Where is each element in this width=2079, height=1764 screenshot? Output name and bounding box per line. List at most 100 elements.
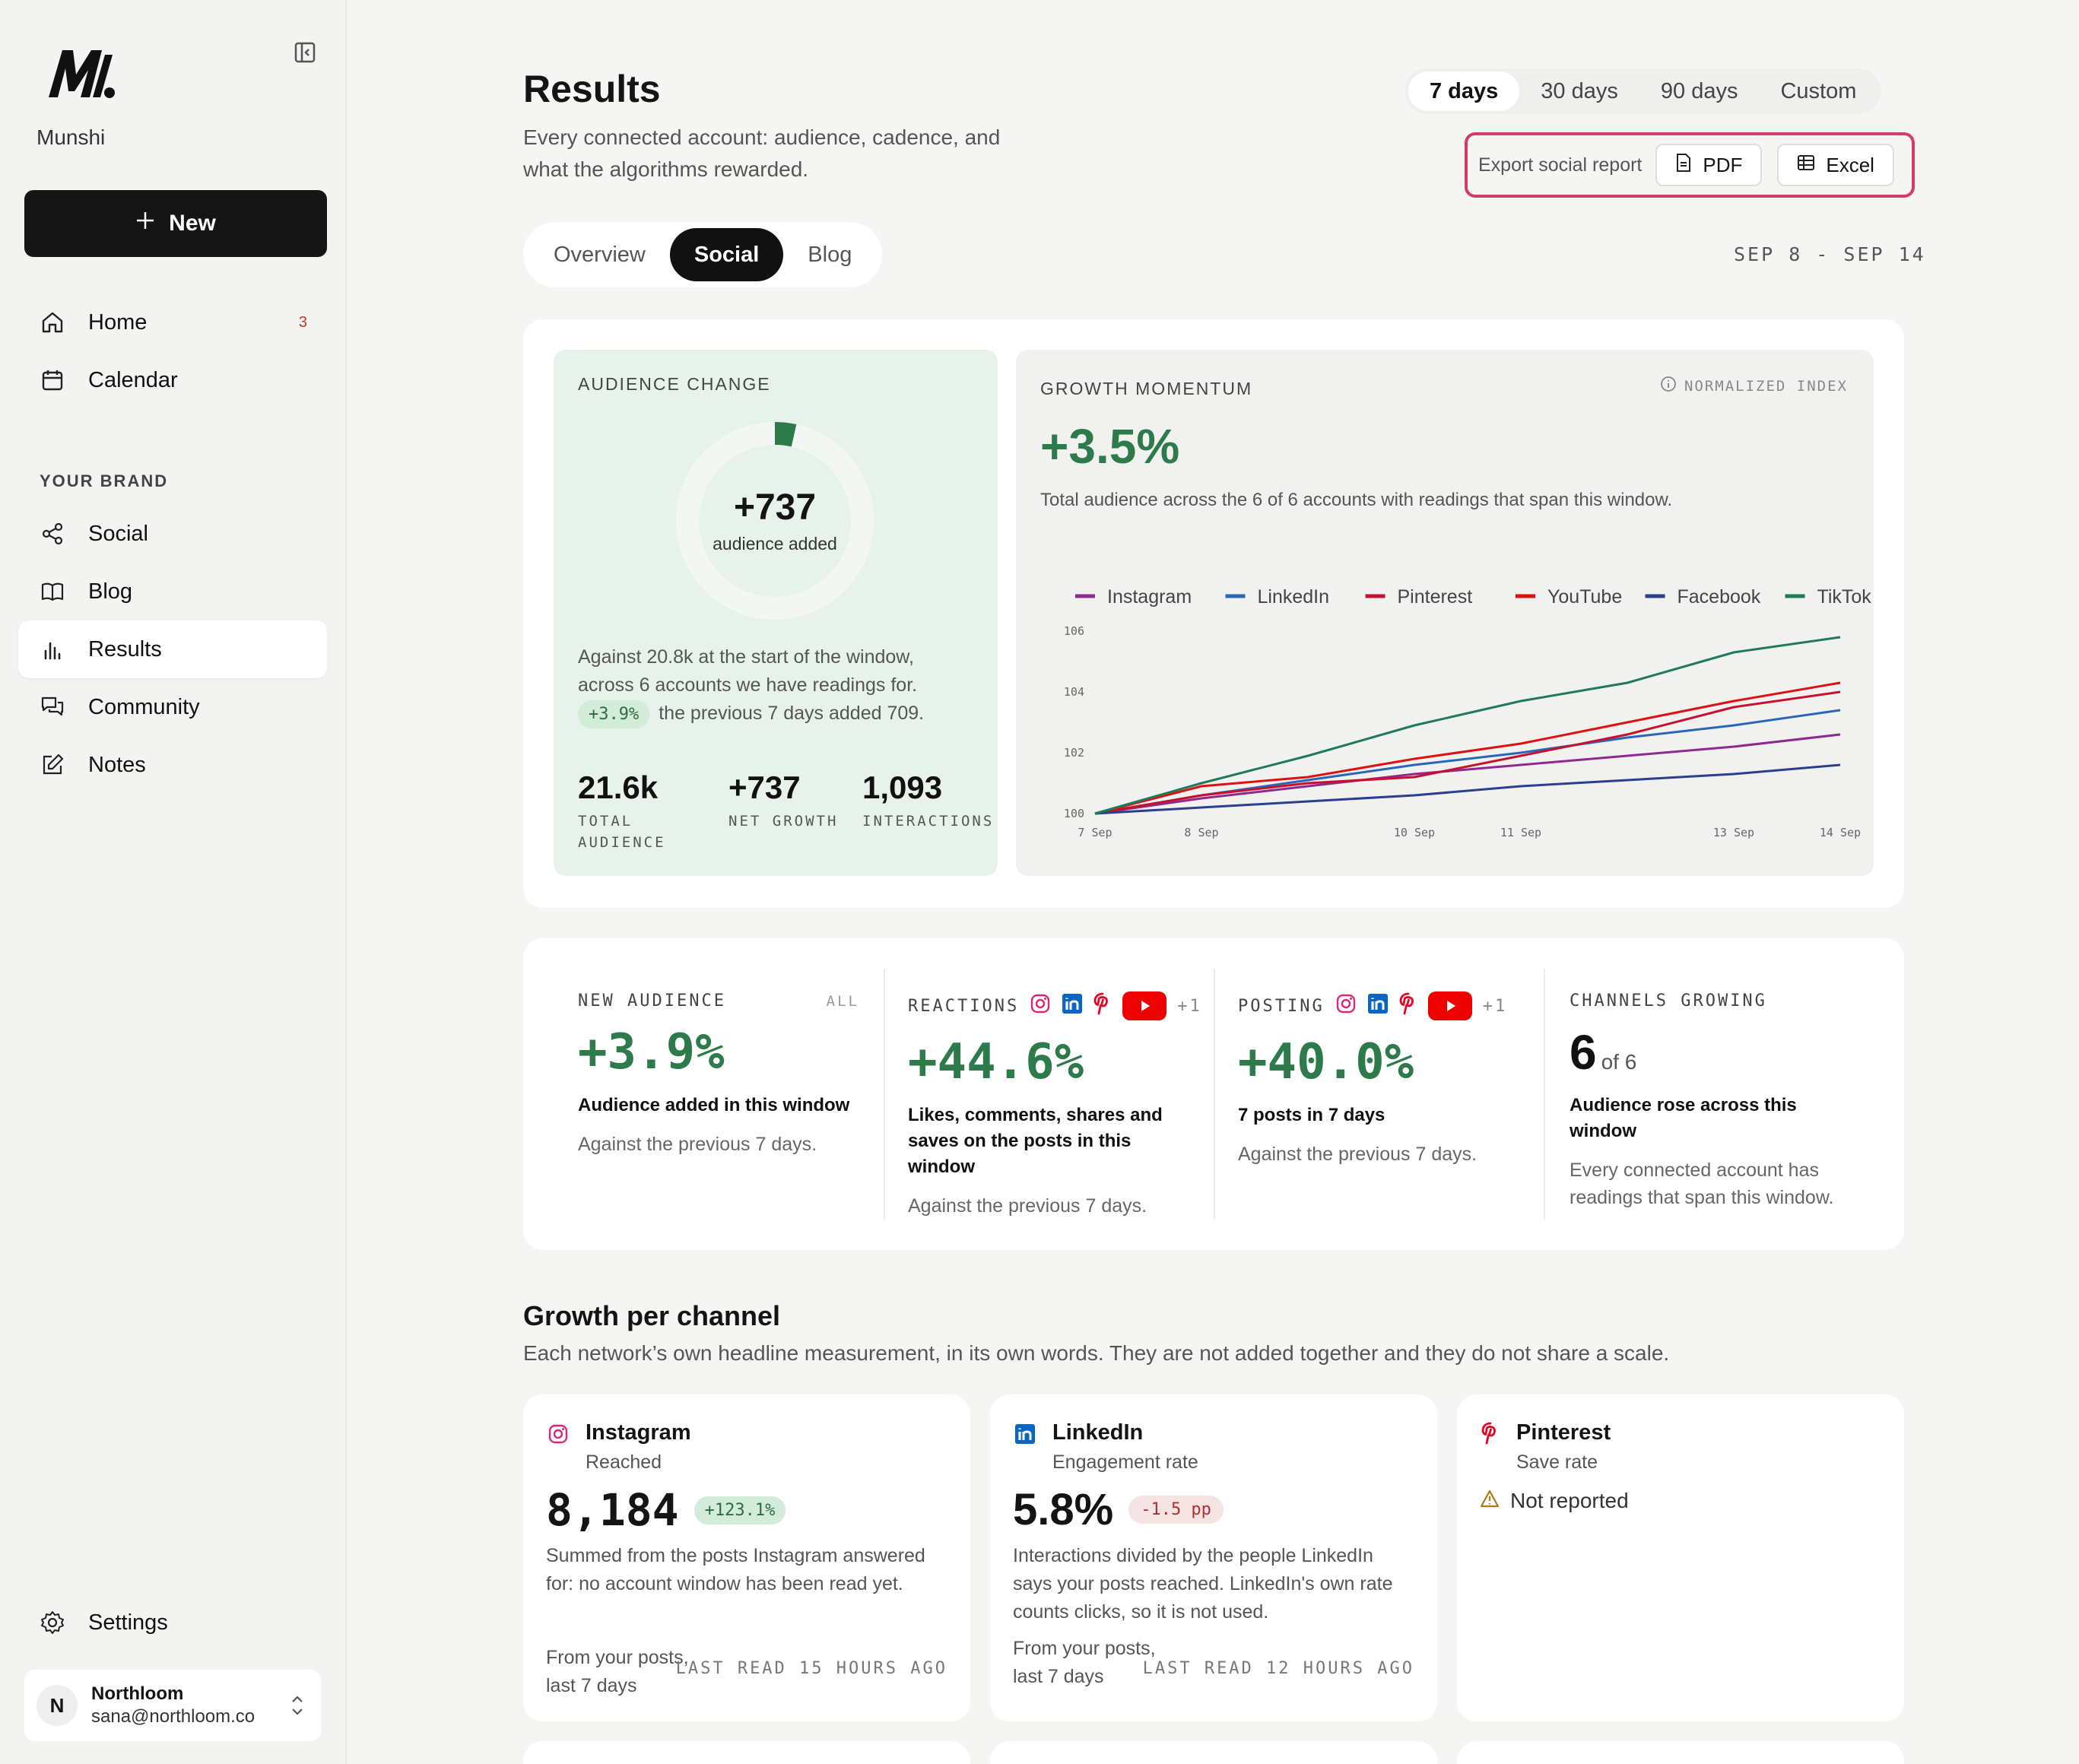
sidebar-item-blog[interactable]: Blog (18, 563, 327, 620)
stat-value: 21.6k (578, 769, 659, 805)
chevron-up-down-icon (289, 1693, 306, 1722)
range-tab-90-days[interactable]: 90 days (1660, 78, 1738, 103)
channel-card (990, 1741, 1437, 1764)
warning-icon (1480, 1489, 1500, 1513)
youtube-icon (1427, 991, 1472, 1020)
sidebar-item-settings[interactable]: Settings (18, 1594, 327, 1651)
more-platforms-count: +1 (1177, 996, 1202, 1016)
kpi-channels-growing: CHANNELS GROWING 6 of 6 Audience rose acr… (1570, 991, 1866, 1211)
more-platforms-count: +1 (1482, 996, 1508, 1016)
channel-metric: Reached (586, 1451, 662, 1473)
channel-card (1457, 1741, 1904, 1764)
stat-value: 1,093 (862, 769, 943, 805)
tab-blog[interactable]: Blog (808, 242, 852, 267)
instagram-icon (1030, 993, 1051, 1019)
x-tick-label: 14 Sep (1820, 826, 1861, 839)
x-tick-label: 13 Sep (1713, 826, 1754, 839)
bar-chart-icon (40, 636, 65, 662)
y-tick-label: 104 (1064, 685, 1084, 699)
kpi-card: NEW AUDIENCE ALL +3.9% Audience added in… (523, 938, 1904, 1250)
audience-change-label: AUDIENCE CHANGE (578, 374, 771, 394)
range-tab-custom[interactable]: Custom (1780, 78, 1857, 103)
growth-momentum-value: +3.5% (1040, 419, 1180, 474)
export-social-report: Export social report PDF Excel (1465, 132, 1915, 198)
channel-value: 8,184 (546, 1484, 679, 1536)
legend-item-pinterest: Pinterest (1365, 586, 1472, 608)
section-label-your-brand: YOUR BRAND (40, 471, 169, 490)
channel-description: Summed from the posts Instagram answered… (546, 1545, 925, 1594)
legend-item-tiktok: TikTok (1785, 586, 1872, 608)
collapse-sidebar-icon[interactable] (294, 41, 316, 64)
channel-description: Interactions divided by the people Linke… (1013, 1545, 1393, 1623)
sidebar-item-home[interactable]: Home 3 (18, 293, 327, 351)
share-icon (40, 521, 65, 547)
chat-icon (40, 694, 65, 720)
kpi-divider (1544, 969, 1545, 1220)
export-pdf-button[interactable]: PDF (1655, 144, 1763, 186)
stat-interactions: 1,093 INTERACTIONS (862, 769, 994, 832)
y-tick-label: 106 (1064, 624, 1084, 638)
channel-value: 5.8% (1013, 1485, 1114, 1534)
pinterest-icon (1093, 992, 1112, 1020)
tab-social[interactable]: Social (669, 228, 784, 281)
channel-name: Instagram (586, 1420, 691, 1445)
new-button[interactable]: New (24, 190, 327, 257)
svg-text:YouTube: YouTube (1547, 586, 1622, 608)
platform-icons: +1 (1335, 991, 1508, 1020)
plus-icon (135, 211, 155, 236)
section-title: Growth per channel (523, 1300, 781, 1331)
range-tab-7-days[interactable]: 7 days (1408, 71, 1520, 111)
channel-card-instagram: Instagram Reached 8,184 +123.1% Summed f… (523, 1394, 970, 1721)
sidebar-item-results[interactable]: Results (18, 620, 327, 678)
series-line-instagram (1094, 733, 1841, 815)
stat-total-audience: 21.6k TOTAL AUDIENCE (578, 769, 669, 853)
kpi-label: REACTIONS (908, 996, 1020, 1016)
last-read-label: LAST READ 12 HOURS AGO (1142, 1659, 1414, 1678)
sidebar: Munshi New Home 3 Calendar YOUR BRAND So… (0, 0, 347, 1764)
linkedin-icon (1062, 993, 1083, 1019)
svg-text:TikTok: TikTok (1817, 586, 1872, 608)
edit-note-icon (40, 752, 65, 778)
kpi-value: +40.0% (1238, 1034, 1414, 1090)
growth-momentum-label: GROWTH MOMENTUM (1040, 379, 1253, 398)
kpi-value-wrap: 6 of 6 (1570, 1024, 1866, 1080)
kpi-tag: ALL (826, 992, 859, 1010)
stat-value: +737 (728, 769, 801, 805)
page-subtitle: Every connected account: audience, caden… (523, 125, 1001, 181)
kpi-note: Every connected account has readings tha… (1570, 1160, 1834, 1208)
sidebar-item-calendar[interactable]: Calendar (18, 351, 327, 409)
sidebar-item-label: Social (88, 521, 148, 546)
date-range-label: SEP 8 - SEP 14 (1734, 243, 1926, 265)
tab-overview[interactable]: Overview (554, 242, 646, 267)
account-switcher[interactable]: N Northloom sana@northloom.co (24, 1670, 321, 1741)
channel-footnote: From your posts, last 7 days (546, 1647, 689, 1696)
sidebar-item-community[interactable]: Community (18, 678, 327, 736)
youtube-icon (1122, 991, 1167, 1020)
export-excel-button[interactable]: Excel (1777, 144, 1894, 186)
series-line-tiktok (1094, 636, 1841, 815)
x-tick-label: 8 Sep (1184, 826, 1218, 839)
platform-icons: +1 (1030, 991, 1202, 1020)
sidebar-item-social[interactable]: Social (18, 505, 327, 563)
export-excel-label: Excel (1826, 153, 1874, 176)
sidebar-item-notes[interactable]: Notes (18, 736, 327, 794)
channel-delta: -1.5 pp (1128, 1496, 1224, 1524)
audience-donut (676, 422, 874, 620)
sidebar-item-label: Community (88, 694, 200, 719)
channel-name: LinkedIn (1052, 1420, 1144, 1445)
audience-desc-previous: the previous 7 days added 709. (659, 703, 925, 724)
instagram-icon (548, 1423, 569, 1474)
last-read-label: LAST READ 15 HOURS AGO (675, 1659, 947, 1678)
channel-card (523, 1741, 970, 1764)
new-button-label: New (169, 211, 216, 236)
channel-card-pinterest: Pinterest Save rate Not reported (1457, 1394, 1904, 1721)
kpi-title: Likes, comments, shares and saves on the… (908, 1105, 1163, 1177)
legend-item-instagram: Instagram (1075, 586, 1192, 608)
growth-line-chart: Instagram LinkedIn Pinterest YouTube Faceboo… (1064, 586, 1872, 839)
range-tab-30-days[interactable]: 30 days (1541, 78, 1618, 103)
series-line-youtube (1094, 681, 1841, 815)
sidebar-item-label: Calendar (88, 367, 178, 392)
series-line-pinterest (1094, 690, 1841, 815)
sidebar-item-label: Notes (88, 752, 146, 777)
legend-item-facebook: Facebook (1645, 586, 1761, 608)
